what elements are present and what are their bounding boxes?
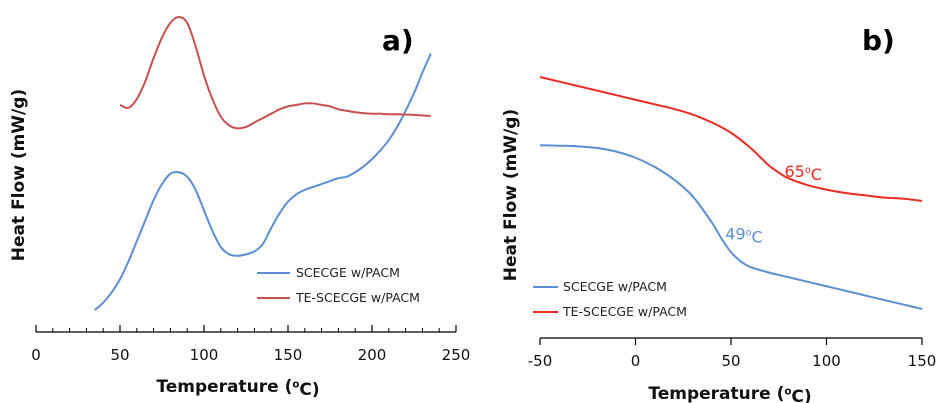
panel-b-y-axis-title: Heat Flow (mW/g) (501, 109, 521, 281)
panel-b-legend: SCECGE w/PACM TE-SCECGE w/PACM (533, 279, 687, 319)
series-line-1 (539, 76, 923, 202)
panel-b: b) Heat Flow (mW/g) Temperature (oC) -50… (501, 24, 936, 403)
legend-label-te-scecge: TE-SCECGE w/PACM (295, 290, 420, 305)
legend-label-te-scecge: TE-SCECGE w/PACM (562, 304, 687, 319)
panel-b-x-axis-title: Temperature (oC) (648, 384, 811, 403)
panel-a: a) Heat Flow (mW/g) Temperature (oC) 0 50… (9, 16, 470, 400)
panel-b-series (539, 76, 923, 310)
legend-label-scecge: SCECGE w/PACM (563, 279, 667, 294)
panel-a-x-axis-title: Temperature (oC) (156, 377, 319, 400)
panel-a-label: a) (382, 24, 414, 57)
annotation-label: 49oC (725, 225, 762, 247)
panel-b-label: b) (862, 24, 895, 57)
x-tick-label: 100 (812, 352, 841, 370)
x-tick-label: 0 (631, 352, 641, 370)
x-tick-label: 250 (442, 346, 471, 364)
x-tick-label: 50 (110, 346, 129, 364)
series-line-0 (94, 53, 432, 311)
panel-a-series (94, 16, 432, 311)
x-tick-label: 150 (274, 346, 303, 364)
x-tick-label: 200 (358, 346, 387, 364)
x-tick-label: 0 (31, 346, 41, 364)
x-tick-label: 50 (721, 352, 740, 370)
annotation-label: 65oC (784, 162, 821, 184)
series-line-0 (539, 144, 923, 310)
panel-b-annotations: 65oC 49oC (725, 162, 822, 246)
x-tick-label: -50 (528, 352, 553, 370)
panel-a-legend: SCECGE w/PACM TE-SCECGE w/PACM (257, 265, 420, 305)
panel-b-x-ticks: -50 0 50 100 150 (528, 338, 937, 370)
legend-label-scecge: SCECGE w/PACM (296, 265, 400, 280)
x-tick-label: 150 (908, 352, 937, 370)
panel-a-y-axis-title: Heat Flow (mW/g) (9, 89, 29, 261)
panel-a-x-ticks: 0 50 100 150 200 250 (31, 325, 470, 364)
series-line-1 (119, 16, 431, 130)
x-tick-label: 100 (190, 346, 219, 364)
